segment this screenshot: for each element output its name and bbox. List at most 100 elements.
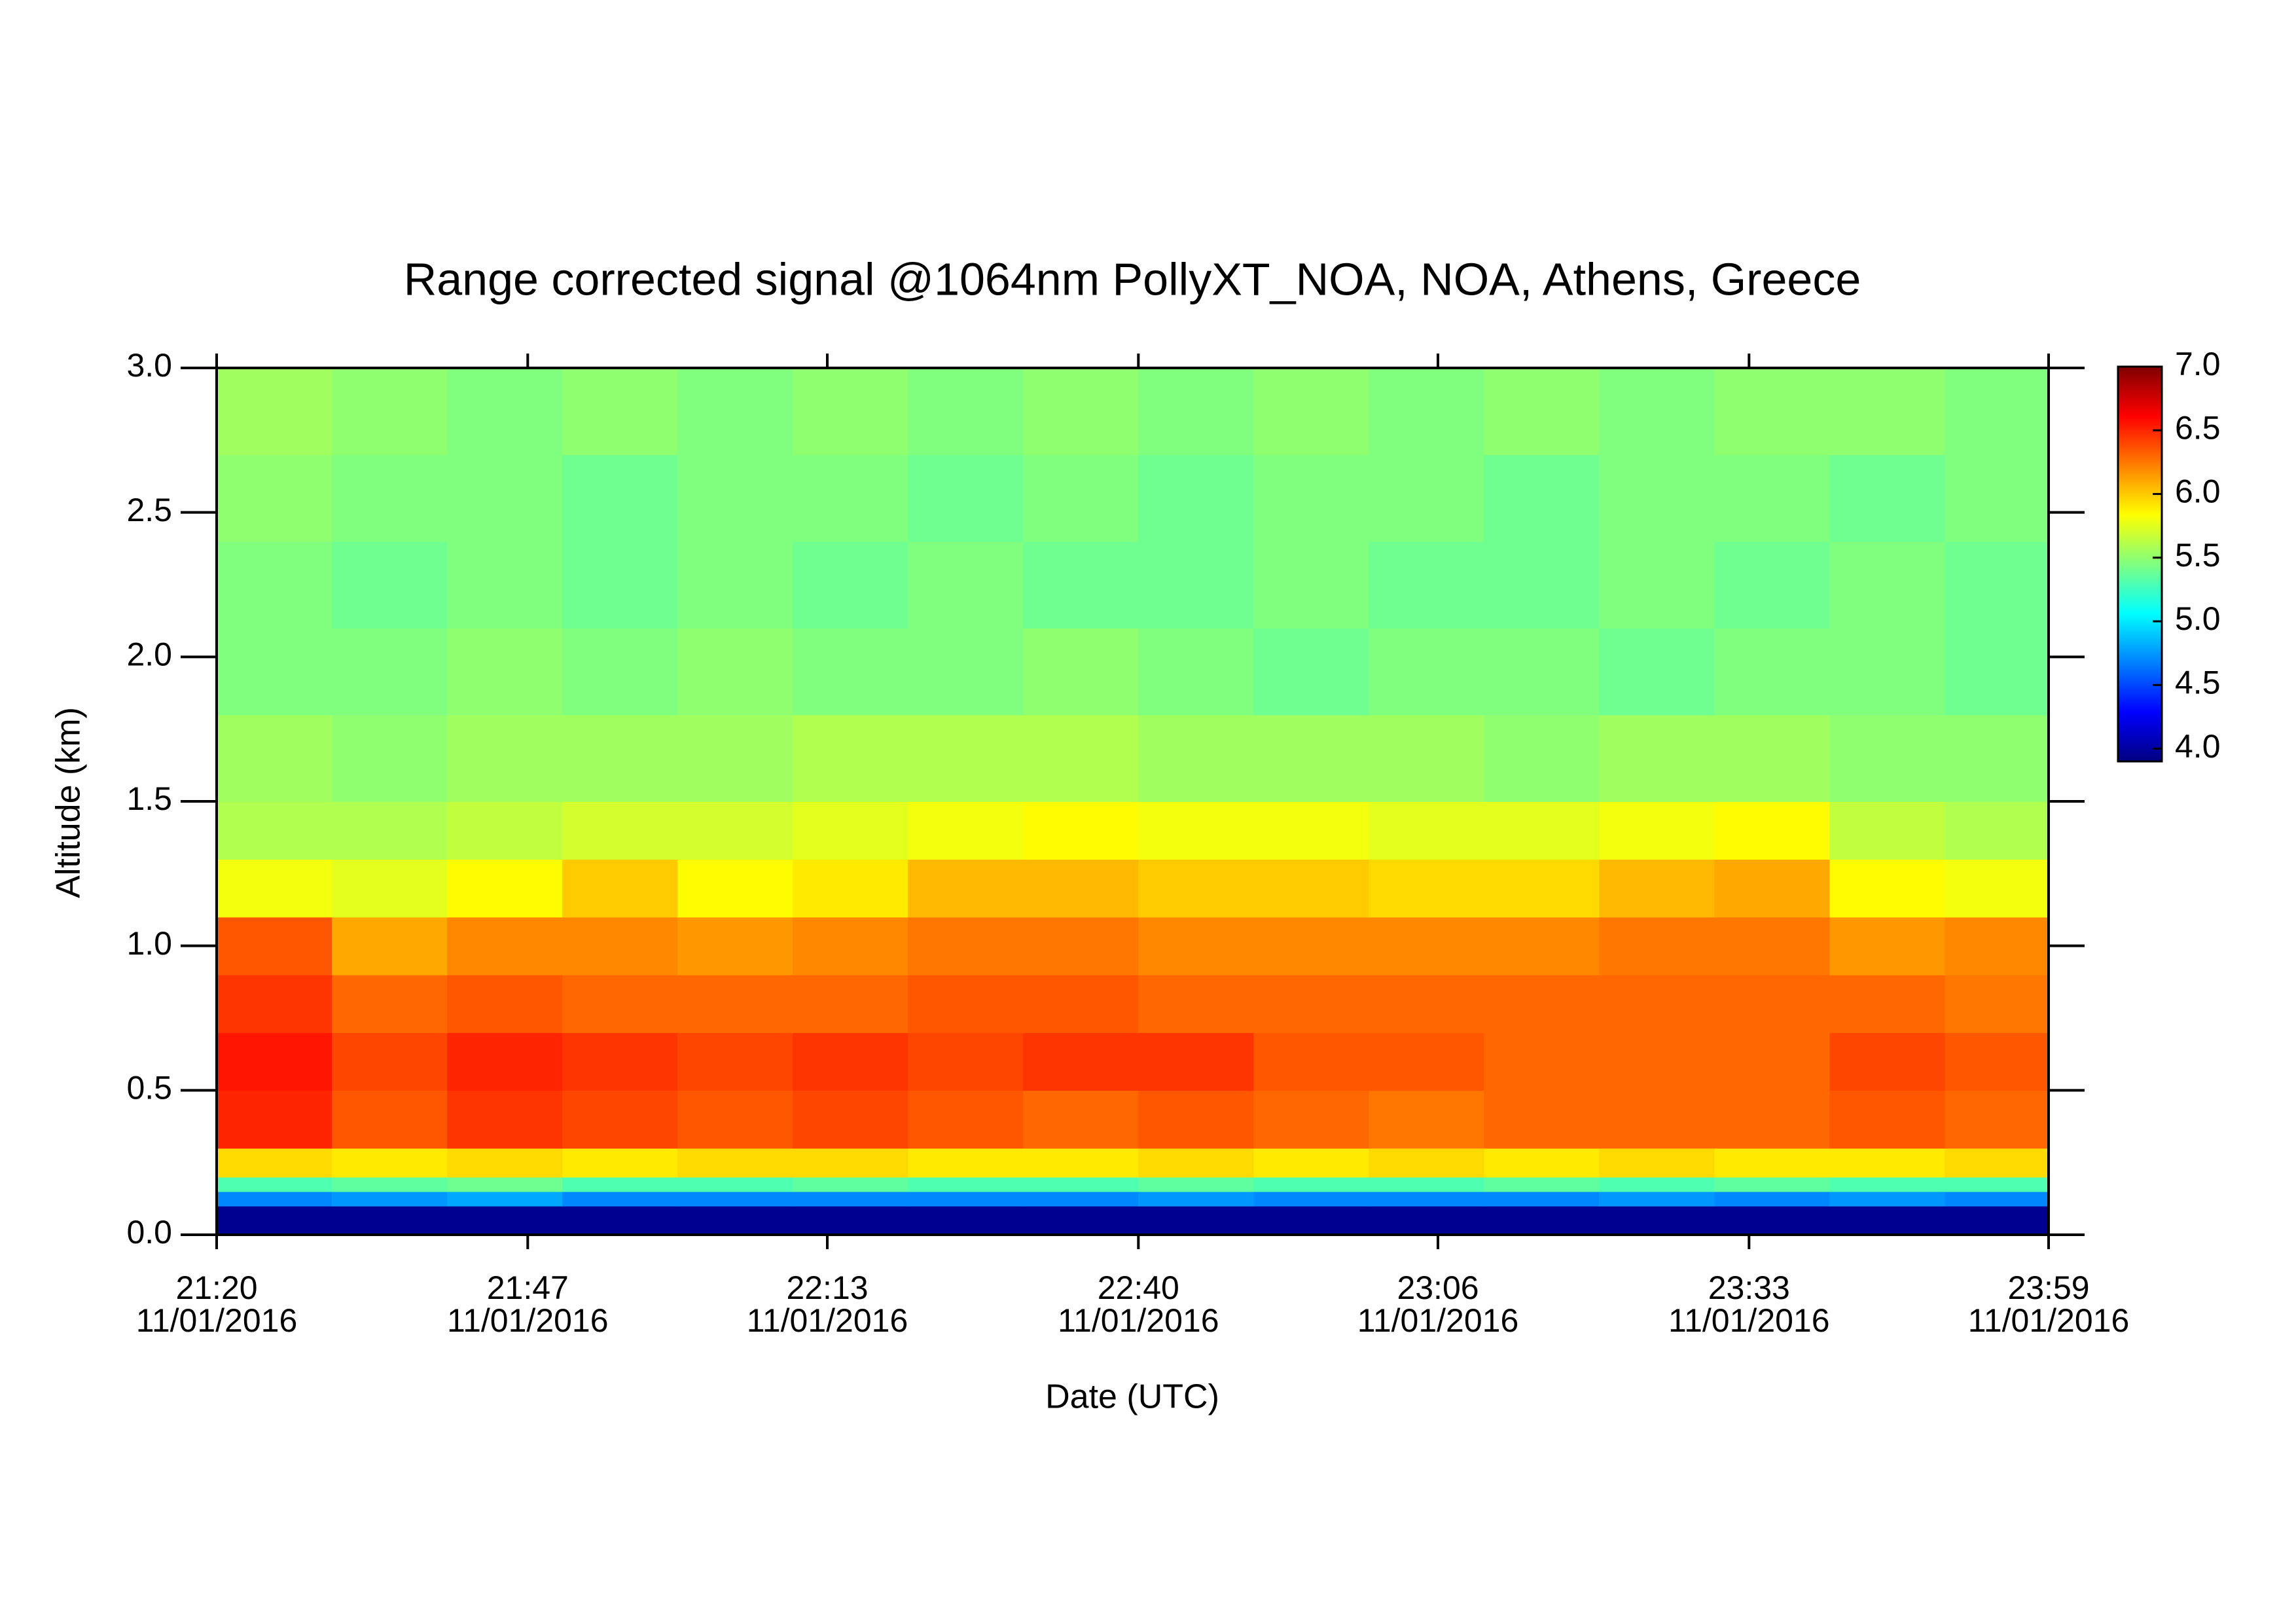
heatmap-cell <box>1945 801 2049 860</box>
heatmap-cell <box>1714 368 1831 456</box>
heatmap-cell <box>1829 1032 1946 1091</box>
heatmap-cell <box>677 917 793 976</box>
heatmap-cell <box>1253 714 1370 802</box>
heatmap-cell <box>1599 1090 1715 1149</box>
heatmap-cell <box>447 974 563 1033</box>
heatmap-cell <box>1253 1090 1370 1149</box>
heatmap-cell <box>1369 1148 1485 1178</box>
heatmap-cell <box>1945 1032 2049 1091</box>
x-tick-label: 23:06 <box>1397 1269 1479 1306</box>
colorbar-tick-label: 4.5 <box>2175 664 2221 701</box>
colorbar-tick-label: 6.5 <box>2175 409 2221 446</box>
heatmap-cell <box>677 1176 793 1192</box>
heatmap-cell <box>562 368 678 456</box>
heatmap-cell <box>332 1191 448 1207</box>
heatmap-cell <box>1484 454 1600 542</box>
heatmap-cell <box>1714 917 1831 976</box>
heatmap-cell <box>1829 368 1946 456</box>
heatmap-cell <box>217 1148 332 1178</box>
heatmap-cell <box>1023 454 1139 542</box>
x-tick-label: 23:33 <box>1708 1269 1790 1306</box>
heatmap-cell <box>562 1176 678 1192</box>
heatmap-cell <box>562 859 678 918</box>
heatmap-cell <box>1945 859 2049 918</box>
heatmap-cell <box>332 1205 448 1235</box>
heatmap-cell <box>1253 1032 1370 1091</box>
heatmap-cell <box>1023 859 1139 918</box>
heatmap-cell <box>1138 368 1255 456</box>
heatmap-cell <box>217 1191 332 1207</box>
heatmap-cell <box>562 454 678 542</box>
x-tick-date: 11/01/2016 <box>1668 1302 1830 1339</box>
heatmap-cell <box>1945 541 2049 629</box>
heatmap-cell <box>1253 1191 1370 1207</box>
heatmap-cell <box>1599 801 1715 860</box>
heatmap-cell <box>1714 801 1831 860</box>
y-tick-label: 0.5 <box>126 1070 172 1106</box>
heatmap-cell <box>1599 628 1715 716</box>
heatmap-cell <box>447 801 563 860</box>
heatmap-cell <box>1369 1032 1485 1091</box>
heatmap-cell <box>1714 1205 1831 1235</box>
heatmap-cell <box>1599 454 1715 542</box>
heatmap-cell <box>1253 628 1370 716</box>
heatmap-cell <box>1829 1176 1946 1192</box>
heatmap-cell <box>1599 1191 1715 1207</box>
heatmap-cell <box>1253 541 1370 629</box>
heatmap-cell <box>908 454 1024 542</box>
heatmap-cell <box>677 1032 793 1091</box>
heatmap-cell <box>332 541 448 629</box>
heatmap-cell <box>332 368 448 456</box>
heatmap-cell <box>562 1148 678 1178</box>
heatmap-cell <box>1023 541 1139 629</box>
heatmap-cell <box>1138 1205 1255 1235</box>
heatmap-cell <box>447 541 563 629</box>
heatmap-cell <box>447 454 563 542</box>
heatmap-cell <box>332 1176 448 1192</box>
heatmap-cell <box>1369 859 1485 918</box>
heatmap-cell <box>1138 1090 1255 1149</box>
heatmap-cell <box>1253 974 1370 1033</box>
heatmap-cell <box>793 368 909 456</box>
heatmap-cell <box>217 628 332 716</box>
heatmap-cell <box>1023 917 1139 976</box>
heatmap-cell <box>1484 628 1600 716</box>
heatmap-cell <box>1484 714 1600 802</box>
heatmap-cell <box>908 859 1024 918</box>
heatmap-cell <box>1369 714 1485 802</box>
heatmap-cell <box>1253 368 1370 456</box>
heatmap-cell <box>217 801 332 860</box>
heatmap-cell <box>447 1191 563 1207</box>
x-tick-date: 11/01/2016 <box>1058 1302 1219 1339</box>
heatmap-cell <box>1484 974 1600 1033</box>
heatmap-cell <box>1369 1176 1485 1192</box>
heatmap-cell <box>332 628 448 716</box>
heatmap-cell <box>1138 1032 1255 1091</box>
heatmap-cell <box>793 917 909 976</box>
heatmap-cell <box>562 1191 678 1207</box>
heatmap-cell <box>562 974 678 1033</box>
heatmap-cell <box>217 541 332 629</box>
x-tick-label: 22:13 <box>786 1269 868 1306</box>
heatmap-cell <box>1138 1191 1255 1207</box>
heatmap-cell <box>1023 368 1139 456</box>
heatmap-cell <box>1945 974 2049 1033</box>
heatmap-cell <box>1023 1148 1139 1178</box>
heatmap-cell <box>1138 801 1255 860</box>
heatmap-cell <box>447 368 563 456</box>
heatmap-cell <box>1714 859 1831 918</box>
heatmap-cell <box>1484 541 1600 629</box>
heatmap-cell <box>1714 1191 1831 1207</box>
heatmap-cell <box>793 1148 909 1178</box>
colorbar <box>2117 365 2163 763</box>
x-tick-date: 11/01/2016 <box>1968 1302 2130 1339</box>
heatmap-cell <box>677 628 793 716</box>
heatmap-cell <box>908 917 1024 976</box>
heatmap-cell <box>217 917 332 976</box>
y-tick-label: 3.0 <box>126 347 172 384</box>
heatmap-cell <box>1945 1176 2049 1192</box>
heatmap-cell <box>1023 1191 1139 1207</box>
heatmap-cell <box>1138 917 1255 976</box>
